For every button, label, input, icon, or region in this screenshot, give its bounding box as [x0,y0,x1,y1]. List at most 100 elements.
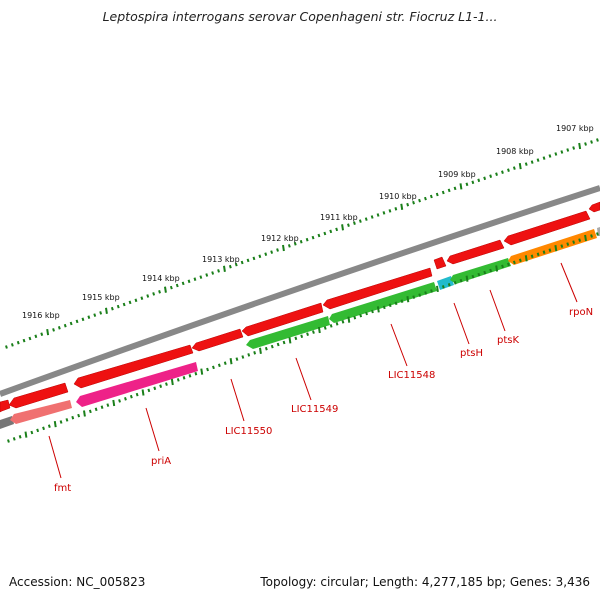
minor-tick [477,272,481,277]
minor-tick [118,399,121,403]
major-tick [288,337,292,344]
minor-tick [69,321,73,326]
minor-tick [536,252,540,257]
minor-tick [124,397,127,401]
minor-tick [435,192,439,197]
genome-backbone [0,185,600,397]
leader-line-ptsK [489,289,506,332]
minor-tick [18,435,22,439]
minor-tick [530,254,534,259]
minor-tick [10,343,14,347]
major-tick [406,296,410,303]
major-tick [376,306,380,313]
minor-tick [495,172,498,176]
leader-line-LIC11548 [390,323,408,367]
outer-tick-track [5,138,599,349]
forward-gene [191,328,244,352]
minor-tick [483,270,487,275]
minor-tick [94,407,98,412]
minor-tick [294,336,298,341]
minor-tick [572,240,576,244]
minor-tick [199,275,203,279]
major-tick [200,368,204,375]
minor-tick [335,227,339,232]
minor-tick [169,285,173,290]
forward-gene [446,239,505,265]
minor-tick [193,277,197,281]
minor-tick [87,315,91,319]
minor-tick [140,296,144,300]
forward-gene [73,344,194,389]
minor-tick [135,392,139,397]
minor-tick [429,194,433,199]
minor-tick [388,303,392,308]
minor-tick [99,311,103,315]
major-tick [46,328,50,336]
minor-tick [412,200,415,205]
leader-line-priA [145,407,160,452]
minor-tick [270,344,274,349]
minor-tick [287,244,291,248]
minor-tick [518,258,522,263]
minor-tick [47,424,51,428]
minor-tick [282,340,286,345]
reverse-gene-LIC11549 [329,282,437,323]
minor-tick [175,283,179,288]
minor-tick [57,326,61,330]
gene-leader-lines [48,262,578,479]
minor-tick [548,154,552,158]
gene-label-LIC11548: LIC11548 [388,370,435,381]
minor-tick [300,334,304,339]
minor-tick [453,281,457,285]
leader-line-LIC11550 [230,378,245,422]
minor-tick [129,394,133,399]
minor-tick [134,298,138,303]
minor-tick [146,294,150,298]
minor-tick [116,304,120,309]
minor-tick [147,388,151,393]
minor-tick [159,384,163,388]
leader-line-fmt [48,435,62,479]
minor-tick [347,223,350,227]
minor-tick [542,156,546,160]
minor-tick [471,180,475,185]
genome-summary-text: Topology: circular; Length: 4,277,185 bp… [260,575,590,589]
forward-gene [503,210,591,246]
reverse-gene-ptsK [450,258,511,284]
minor-tick [406,202,410,207]
accession-text: Accession: NC_005823 [9,575,146,589]
gene-label-LIC11549: LIC11549 [291,404,338,415]
major-tick [53,420,57,428]
forward-gene [322,267,433,310]
leader-line-LIC11549 [295,357,312,401]
minor-tick [578,238,582,242]
minor-tick [106,403,110,407]
minor-tick [596,138,599,142]
minor-tick [323,231,327,236]
minor-tick [264,252,268,256]
minor-tick [93,313,97,317]
minor-tick [258,254,262,259]
gene-label-ptsH: ptsH [460,348,483,359]
minor-tick [329,229,333,234]
forward-gene [0,399,11,413]
minor-tick [270,250,274,254]
major-tick [524,255,528,262]
reverse-gene-LIC11550 [246,316,330,349]
kbp-label: 1912 kbp [261,234,299,243]
forward-gene [433,256,447,270]
minor-tick [370,215,374,219]
major-tick [164,286,167,293]
minor-tick [471,274,475,279]
minor-tick [181,281,185,286]
major-tick [578,142,582,150]
gene-label-fmt: fmt [54,483,71,494]
kbp-label: 1914 kbp [142,274,180,283]
minor-tick [217,269,220,273]
minor-tick [596,232,599,236]
minor-tick [566,242,570,246]
minor-tick [353,221,356,225]
major-tick [518,162,522,170]
minor-tick [100,405,104,409]
